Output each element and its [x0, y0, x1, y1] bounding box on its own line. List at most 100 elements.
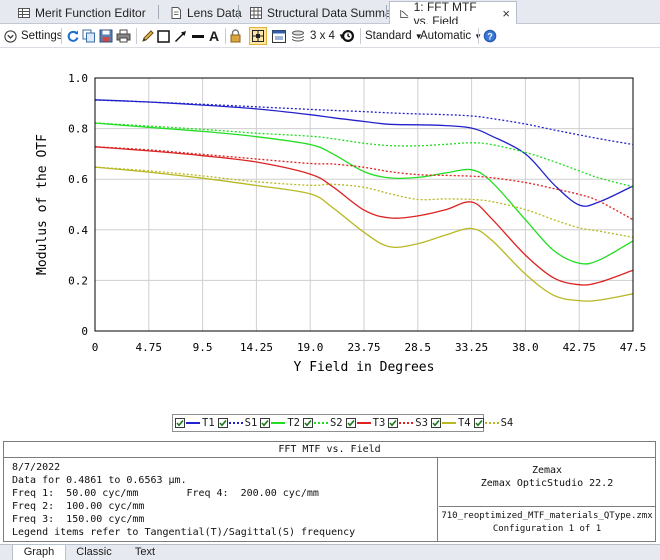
refresh-button[interactable] — [66, 27, 80, 45]
info-freq2: Freq 2: 100.00 cyc/mm — [12, 501, 145, 512]
checkbox-checked-icon[interactable] — [175, 418, 185, 428]
print-button[interactable] — [116, 27, 131, 45]
x-axis-title: Y Field in Degrees — [294, 360, 435, 375]
checkbox-checked-icon[interactable] — [260, 418, 271, 428]
toolbar-divider — [478, 28, 479, 44]
mtf-vs-field-chart: 0 4.75 9.5 14.25 19.0 23.75 28.5 33.25 38.0 42.75… — [35, 72, 646, 375]
legend-swatch — [356, 422, 371, 424]
close-icon[interactable]: × — [502, 6, 510, 21]
cursor-crosshair-toggle[interactable] — [249, 27, 267, 45]
line-tool[interactable] — [191, 27, 205, 45]
legend-item-s4[interactable]: S4 — [473, 417, 514, 429]
tab-fft-mtf-vs-field[interactable]: 1: FFT MTF vs. Field × — [389, 0, 517, 28]
text-tool-label: A — [209, 28, 220, 44]
layout-dropdown[interactable]: 3 x 4 ▼ — [310, 27, 346, 45]
tab-merit-function-editor[interactable]: Merit Function Editor — [8, 1, 152, 24]
legend-item-t1[interactable]: T1 — [175, 417, 215, 429]
mtf-chart-icon — [400, 9, 409, 18]
legend-item-s3[interactable]: S3 — [388, 417, 428, 429]
text-tool[interactable]: A — [209, 27, 219, 45]
x-tick-label: 23.75 — [347, 341, 380, 354]
legend-item-t4[interactable]: T4 — [430, 417, 471, 429]
rectangle-icon — [157, 29, 170, 43]
lock-button[interactable] — [230, 27, 241, 45]
legend-label: S2 — [329, 417, 343, 429]
checkbox-checked-icon[interactable] — [345, 418, 356, 428]
info-wavelength-range: Data for 0.4861 to 0.6563 µm. — [12, 475, 187, 486]
document-icon — [171, 6, 181, 19]
info-filename: 710_reoptimized_MTF_materials_QType.zmx — [441, 511, 653, 521]
print-icon — [116, 29, 131, 43]
series-line-s4 — [94, 166, 634, 239]
plot-frame — [94, 77, 634, 332]
mtf-plot-area[interactable]: 0 4.75 9.5 14.25 19.0 23.75 28.5 33.25 38.0 42.75… — [0, 48, 660, 436]
legend-item-s2[interactable]: S2 — [302, 417, 343, 429]
arrow-tool[interactable] — [174, 27, 187, 45]
legend-item-s1[interactable]: S1 — [217, 417, 257, 429]
x-tick-label: 9.5 — [193, 341, 213, 354]
legend-label: S4 — [500, 417, 514, 429]
timer-button[interactable] — [341, 27, 355, 45]
dropdown-arrow-icon: ▼ — [337, 31, 346, 41]
info-date: 8/7/2022 — [12, 462, 61, 473]
save-button[interactable] — [99, 27, 113, 45]
chart-legend: T1 S1 T2 S2 T3 S3 T4 S4 — [172, 414, 513, 432]
y-axis-title: Modulus of the OTF — [35, 134, 50, 275]
y-tick-label: 0.8 — [68, 123, 88, 136]
help-icon: ? — [483, 29, 497, 43]
legend-swatch — [484, 422, 499, 424]
checkbox-checked-icon[interactable] — [217, 418, 228, 428]
x-tick-label: 38.0 — [512, 341, 539, 354]
standard-dropdown[interactable]: Standard ▼ — [365, 27, 423, 45]
svg-text:?: ? — [487, 32, 493, 42]
automatic-dropdown[interactable]: Automatic ▼ — [420, 27, 482, 45]
grid-icon — [250, 6, 262, 19]
checkbox-checked-icon[interactable] — [302, 418, 313, 428]
legend-swatch — [441, 422, 456, 424]
legend-swatch — [313, 422, 328, 424]
series-line-s3 — [94, 146, 634, 221]
copy-icon — [82, 29, 95, 43]
layers-button[interactable] — [291, 27, 305, 45]
clock-icon — [342, 30, 354, 42]
checkbox-checked-icon[interactable] — [473, 418, 484, 428]
info-freq4: Freq 4: 200.00 cyc/mm — [186, 488, 319, 499]
crosshair-icon — [252, 30, 264, 42]
checkbox-checked-icon[interactable] — [388, 418, 399, 428]
tab-lens-data[interactable]: Lens Data — [160, 1, 248, 24]
tab-divider — [386, 5, 387, 19]
toolbar-divider — [225, 28, 226, 44]
help-button[interactable]: ? — [483, 27, 497, 45]
info-company: Zemax — [531, 465, 563, 476]
y-tick-label: 0 — [81, 325, 88, 338]
pencil-tool[interactable] — [141, 27, 154, 45]
dropdown-arrow-icon: ▼ — [414, 31, 423, 41]
standard-label: Standard — [365, 30, 412, 42]
info-freq3: Freq 3: 150.00 cyc/mm — [12, 514, 145, 525]
settings-button[interactable]: Settings — [4, 27, 63, 45]
tab-text[interactable]: Text — [134, 546, 156, 558]
window-layout-button[interactable] — [272, 27, 286, 45]
checkbox-checked-icon[interactable] — [430, 418, 441, 428]
series-line-t3 — [94, 146, 634, 286]
series-line-t4 — [94, 166, 634, 302]
toolbar-divider — [136, 28, 137, 44]
toolbar-divider — [360, 28, 361, 44]
info-legend-note: Legend items refer to Tangential(T)/Sagi… — [12, 527, 356, 538]
window-icon — [272, 29, 286, 43]
info-title: FFT MTF vs. Field — [4, 442, 655, 458]
y-tick-label: 0.4 — [68, 224, 88, 237]
rectangle-tool[interactable] — [157, 27, 170, 45]
tab-structural-data-summary[interactable]: Structural Data Summary — [240, 1, 408, 24]
legend-item-t2[interactable]: T2 — [260, 417, 300, 429]
legend-swatch — [271, 422, 286, 424]
pencil-icon — [142, 30, 154, 42]
info-details: 8/7/2022 Data for 0.4861 to 0.6563 µm. F… — [4, 458, 438, 541]
legend-label: T1 — [202, 417, 215, 429]
tab-classic[interactable]: Classic — [76, 546, 112, 558]
automatic-label: Automatic — [420, 30, 472, 42]
tab-divider — [158, 5, 159, 19]
legend-item-t3[interactable]: T3 — [345, 417, 385, 429]
copy-button[interactable] — [82, 27, 96, 45]
tab-graph[interactable]: Graph — [12, 545, 66, 560]
